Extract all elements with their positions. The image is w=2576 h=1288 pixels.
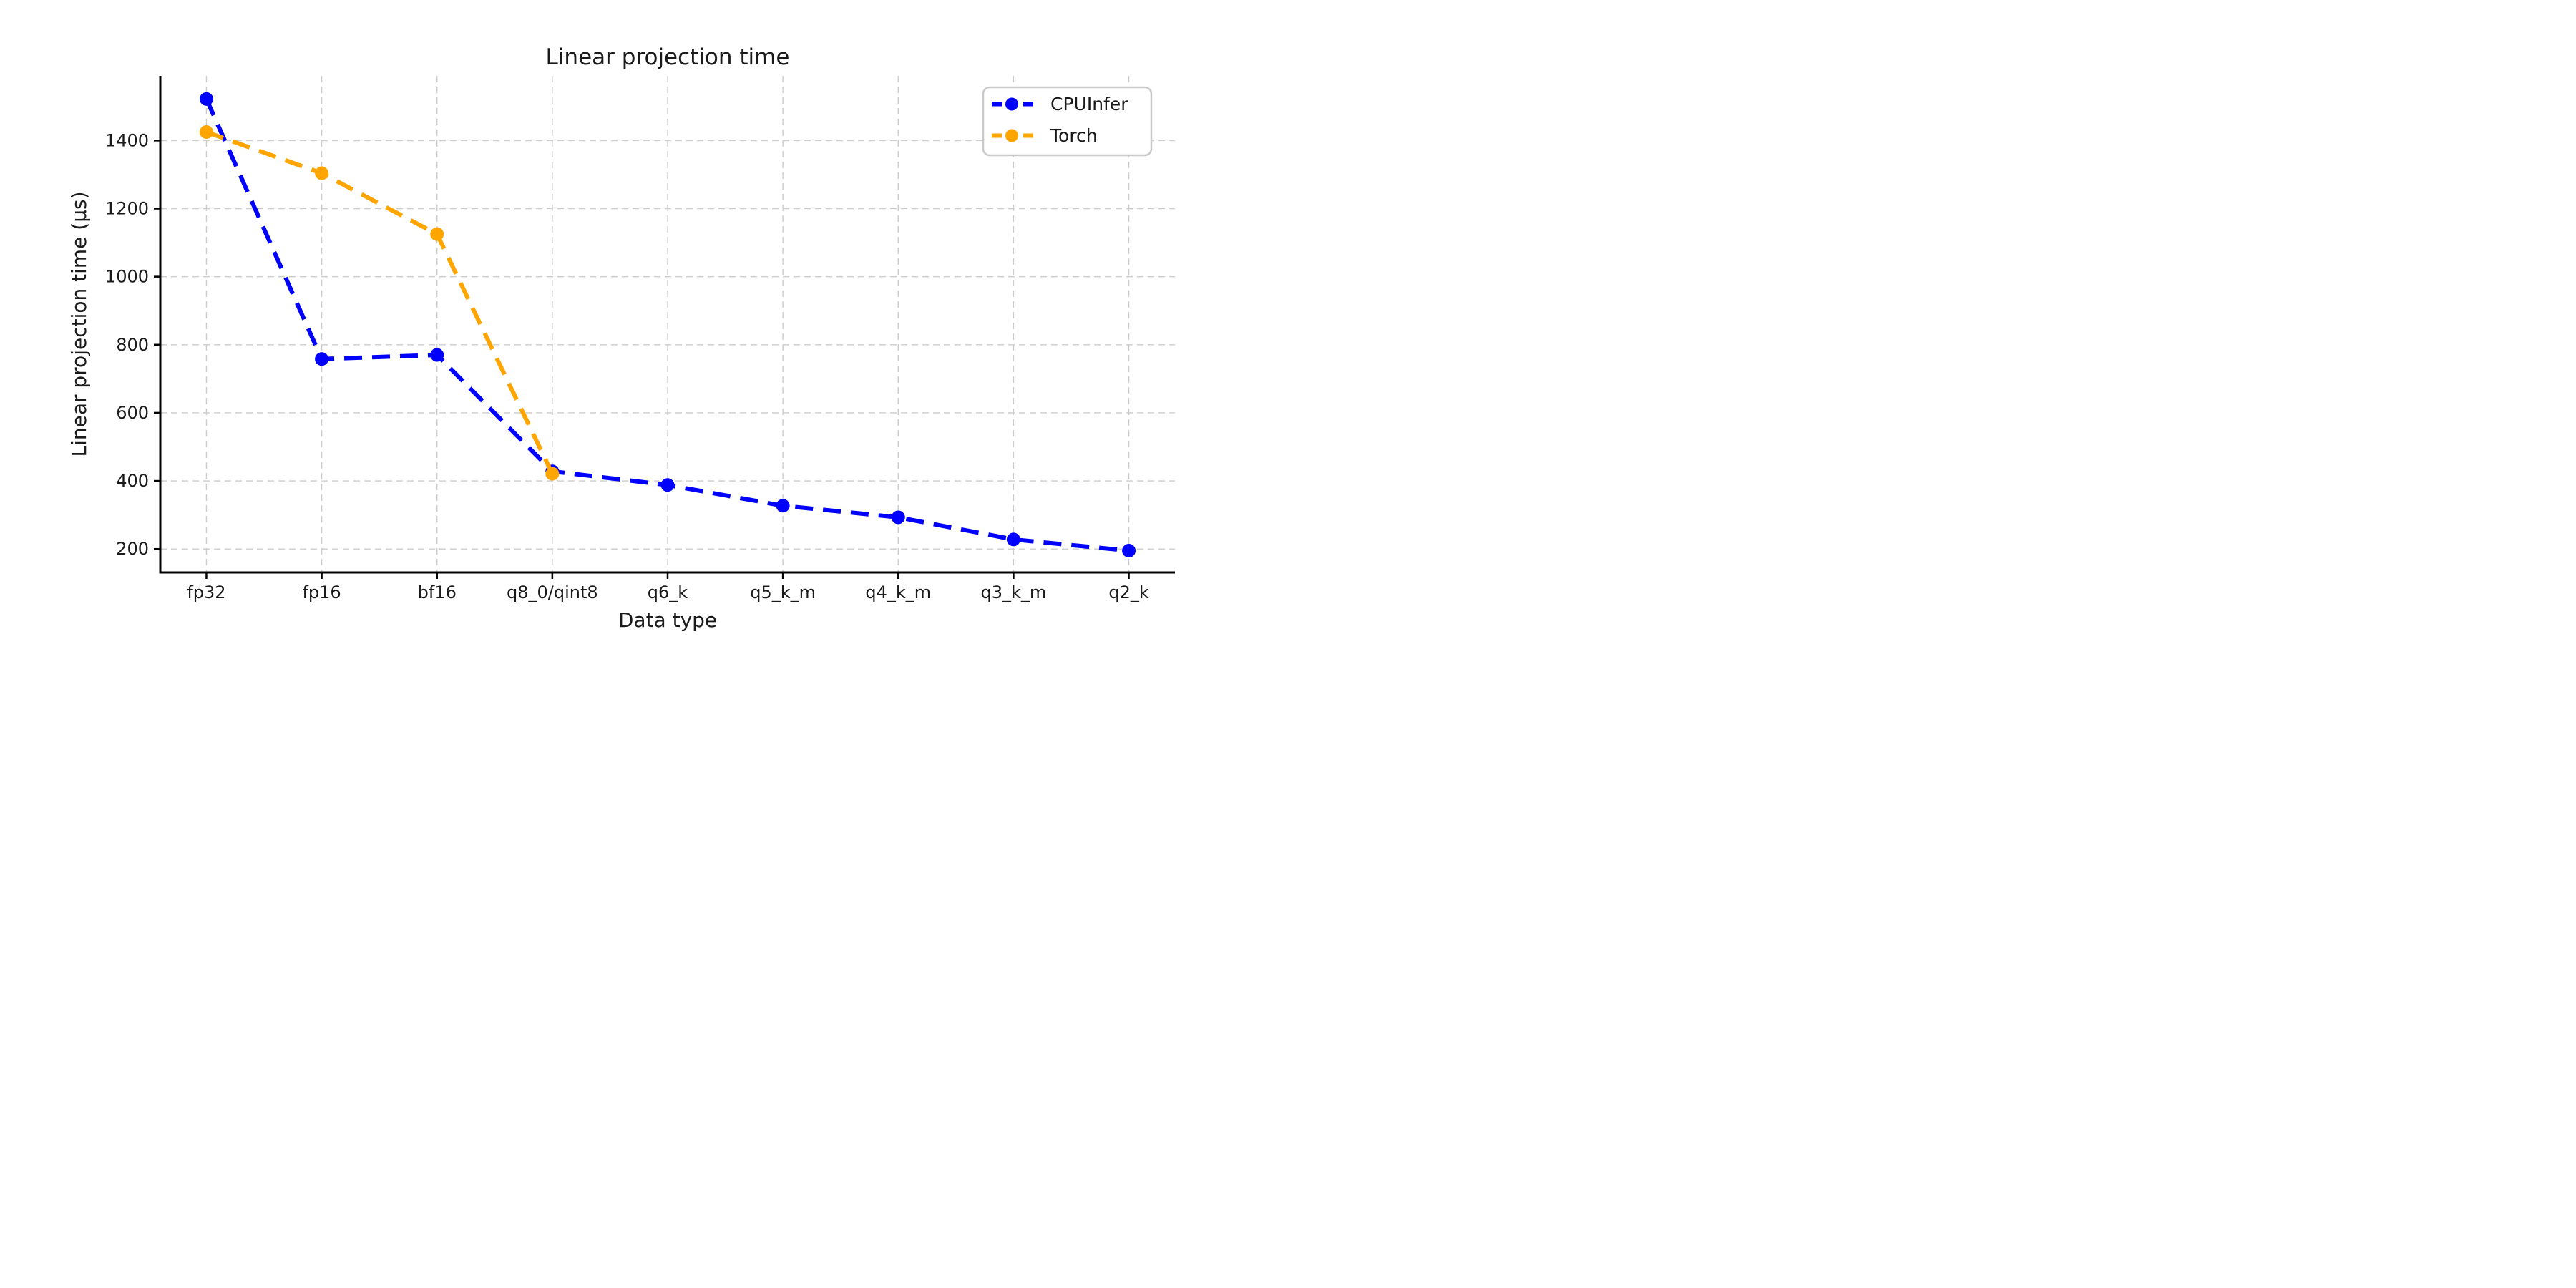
x-axis-label: Data type <box>618 608 717 632</box>
data-point-cpuinfer <box>660 478 675 492</box>
data-point-cpuinfer <box>1006 532 1020 547</box>
y-tick-label: 1000 <box>105 267 149 287</box>
y-tick-label: 200 <box>116 539 149 559</box>
x-tick-label: fp16 <box>302 582 341 602</box>
data-point-torch <box>315 166 329 180</box>
y-tick-label: 400 <box>116 471 149 491</box>
x-tick-label: fp32 <box>187 582 225 602</box>
x-tick-label: q2_k <box>1108 582 1149 602</box>
data-point-cpuinfer <box>430 348 444 362</box>
y-axis-label: Linear projection time (μs) <box>67 191 91 457</box>
series-line-torch <box>205 130 555 475</box>
data-point-torch <box>545 467 560 481</box>
data-point-cpuinfer <box>199 92 213 106</box>
legend-sample-marker-cpuinfer <box>1005 97 1018 111</box>
x-tick-label: q5_k_m <box>750 582 816 602</box>
y-tick-label: 1400 <box>105 130 149 150</box>
y-tick-label: 1200 <box>105 199 149 219</box>
data-point-cpuinfer <box>776 499 790 513</box>
data-point-torch <box>199 125 213 139</box>
chart-title: Linear projection time <box>546 44 790 70</box>
legend-label-torch: Torch <box>1050 125 1098 146</box>
data-point-torch <box>430 227 444 241</box>
data-point-cpuinfer <box>891 510 905 525</box>
legend-label-cpuinfer: CPUInfer <box>1050 94 1128 114</box>
y-tick-label: 600 <box>116 403 149 423</box>
x-tick-label: bf16 <box>418 582 457 602</box>
line-chart: 200 400 600 800 1000 1200 1400 fp32 fp16 bf16 q8_0… <box>67 44 1175 632</box>
x-tick-label: q8_0/qint8 <box>507 582 598 602</box>
x-tick-label: q6_k <box>648 582 688 602</box>
legend-sample-marker-torch <box>1005 129 1018 142</box>
x-tick-label: q4_k_m <box>865 582 931 602</box>
series-layer <box>199 92 1136 558</box>
x-tick-label: q3_k_m <box>981 582 1047 602</box>
y-tick-label: 800 <box>116 335 149 355</box>
data-point-cpuinfer <box>315 352 329 366</box>
tick-layer: 200 400 600 800 1000 1200 1400 fp32 fp16 bf16 q8_0… <box>105 130 1149 602</box>
legend: CPUInfer Torch <box>982 86 1153 157</box>
figure-canvas: 200 400 600 800 1000 1200 1400 fp32 fp16 bf16 q8_0… <box>0 0 1288 644</box>
data-point-cpuinfer <box>1122 544 1136 558</box>
